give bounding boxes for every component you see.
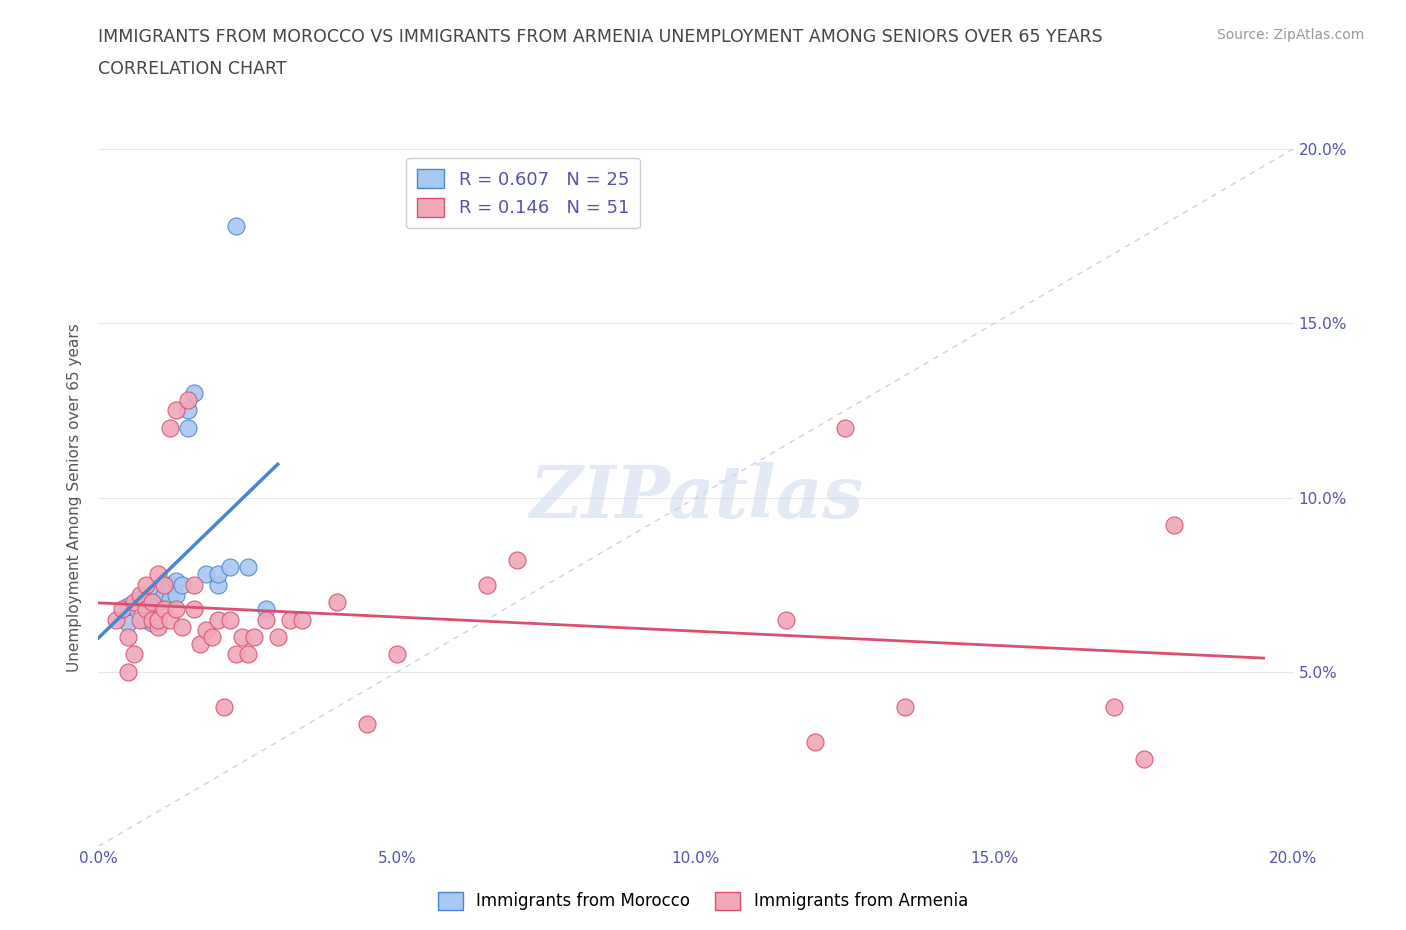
Point <box>219 560 242 575</box>
Point <box>834 420 856 435</box>
Point <box>135 612 157 627</box>
Point <box>188 637 211 652</box>
Point <box>804 735 827 750</box>
Point <box>129 591 152 606</box>
Point <box>165 403 187 418</box>
Point <box>148 612 170 627</box>
Point <box>172 578 194 592</box>
Point <box>475 578 498 592</box>
Point <box>326 595 349 610</box>
Point <box>141 616 163 631</box>
Point <box>506 552 529 567</box>
Point <box>385 647 409 662</box>
Point <box>236 647 259 662</box>
Point <box>159 578 181 592</box>
Point <box>207 578 229 592</box>
Point <box>148 567 170 582</box>
Legend: Immigrants from Morocco, Immigrants from Armenia: Immigrants from Morocco, Immigrants from… <box>432 885 974 917</box>
Point <box>278 612 301 627</box>
Text: CORRELATION CHART: CORRELATION CHART <box>98 60 287 78</box>
Point <box>165 602 187 617</box>
Point <box>894 699 917 714</box>
Point <box>159 420 181 435</box>
Point <box>207 567 229 582</box>
Point <box>356 717 378 732</box>
Point <box>117 598 139 613</box>
Point <box>183 578 205 592</box>
Point <box>141 595 163 610</box>
Point <box>172 619 194 634</box>
Point <box>135 602 157 617</box>
Point <box>124 647 146 662</box>
Point <box>117 665 139 680</box>
Point <box>201 630 224 644</box>
Point <box>291 612 314 627</box>
Point <box>117 630 139 644</box>
Point <box>254 602 277 617</box>
Point <box>1104 699 1126 714</box>
Point <box>225 647 247 662</box>
Point <box>135 588 157 603</box>
Point <box>177 392 200 407</box>
Point <box>254 612 277 627</box>
Point <box>775 612 797 627</box>
Point <box>183 602 205 617</box>
Point <box>148 584 170 599</box>
Point <box>153 578 176 592</box>
Point <box>129 612 152 627</box>
Point <box>148 619 170 634</box>
Y-axis label: Unemployment Among Seniors over 65 years: Unemployment Among Seniors over 65 years <box>67 324 83 672</box>
Point <box>153 588 176 603</box>
Point <box>1133 751 1156 766</box>
Point <box>207 612 229 627</box>
Legend: R = 0.607   N = 25, R = 0.146   N = 51: R = 0.607 N = 25, R = 0.146 N = 51 <box>406 158 640 228</box>
Point <box>111 602 134 617</box>
Point <box>129 588 152 603</box>
Point <box>124 595 146 610</box>
Point <box>219 612 242 627</box>
Point <box>141 595 163 610</box>
Point <box>212 699 235 714</box>
Point <box>1163 518 1185 533</box>
Point <box>148 595 170 610</box>
Text: IMMIGRANTS FROM MOROCCO VS IMMIGRANTS FROM ARMENIA UNEMPLOYMENT AMONG SENIORS OV: IMMIGRANTS FROM MOROCCO VS IMMIGRANTS FR… <box>98 28 1104 46</box>
Point <box>236 560 259 575</box>
Point <box>195 623 218 638</box>
Point <box>267 630 290 644</box>
Point <box>153 602 176 617</box>
Text: Source: ZipAtlas.com: Source: ZipAtlas.com <box>1216 28 1364 42</box>
Point <box>225 219 247 233</box>
Point <box>165 588 187 603</box>
Point <box>231 630 253 644</box>
Point <box>141 612 163 627</box>
Point <box>177 420 200 435</box>
Point <box>135 578 157 592</box>
Point <box>117 616 139 631</box>
Point <box>183 386 205 401</box>
Text: ZIPatlas: ZIPatlas <box>529 462 863 533</box>
Point <box>195 567 218 582</box>
Point <box>243 630 266 644</box>
Point <box>159 591 181 606</box>
Point <box>165 574 187 589</box>
Point <box>105 612 128 627</box>
Point <box>177 403 200 418</box>
Point <box>159 612 181 627</box>
